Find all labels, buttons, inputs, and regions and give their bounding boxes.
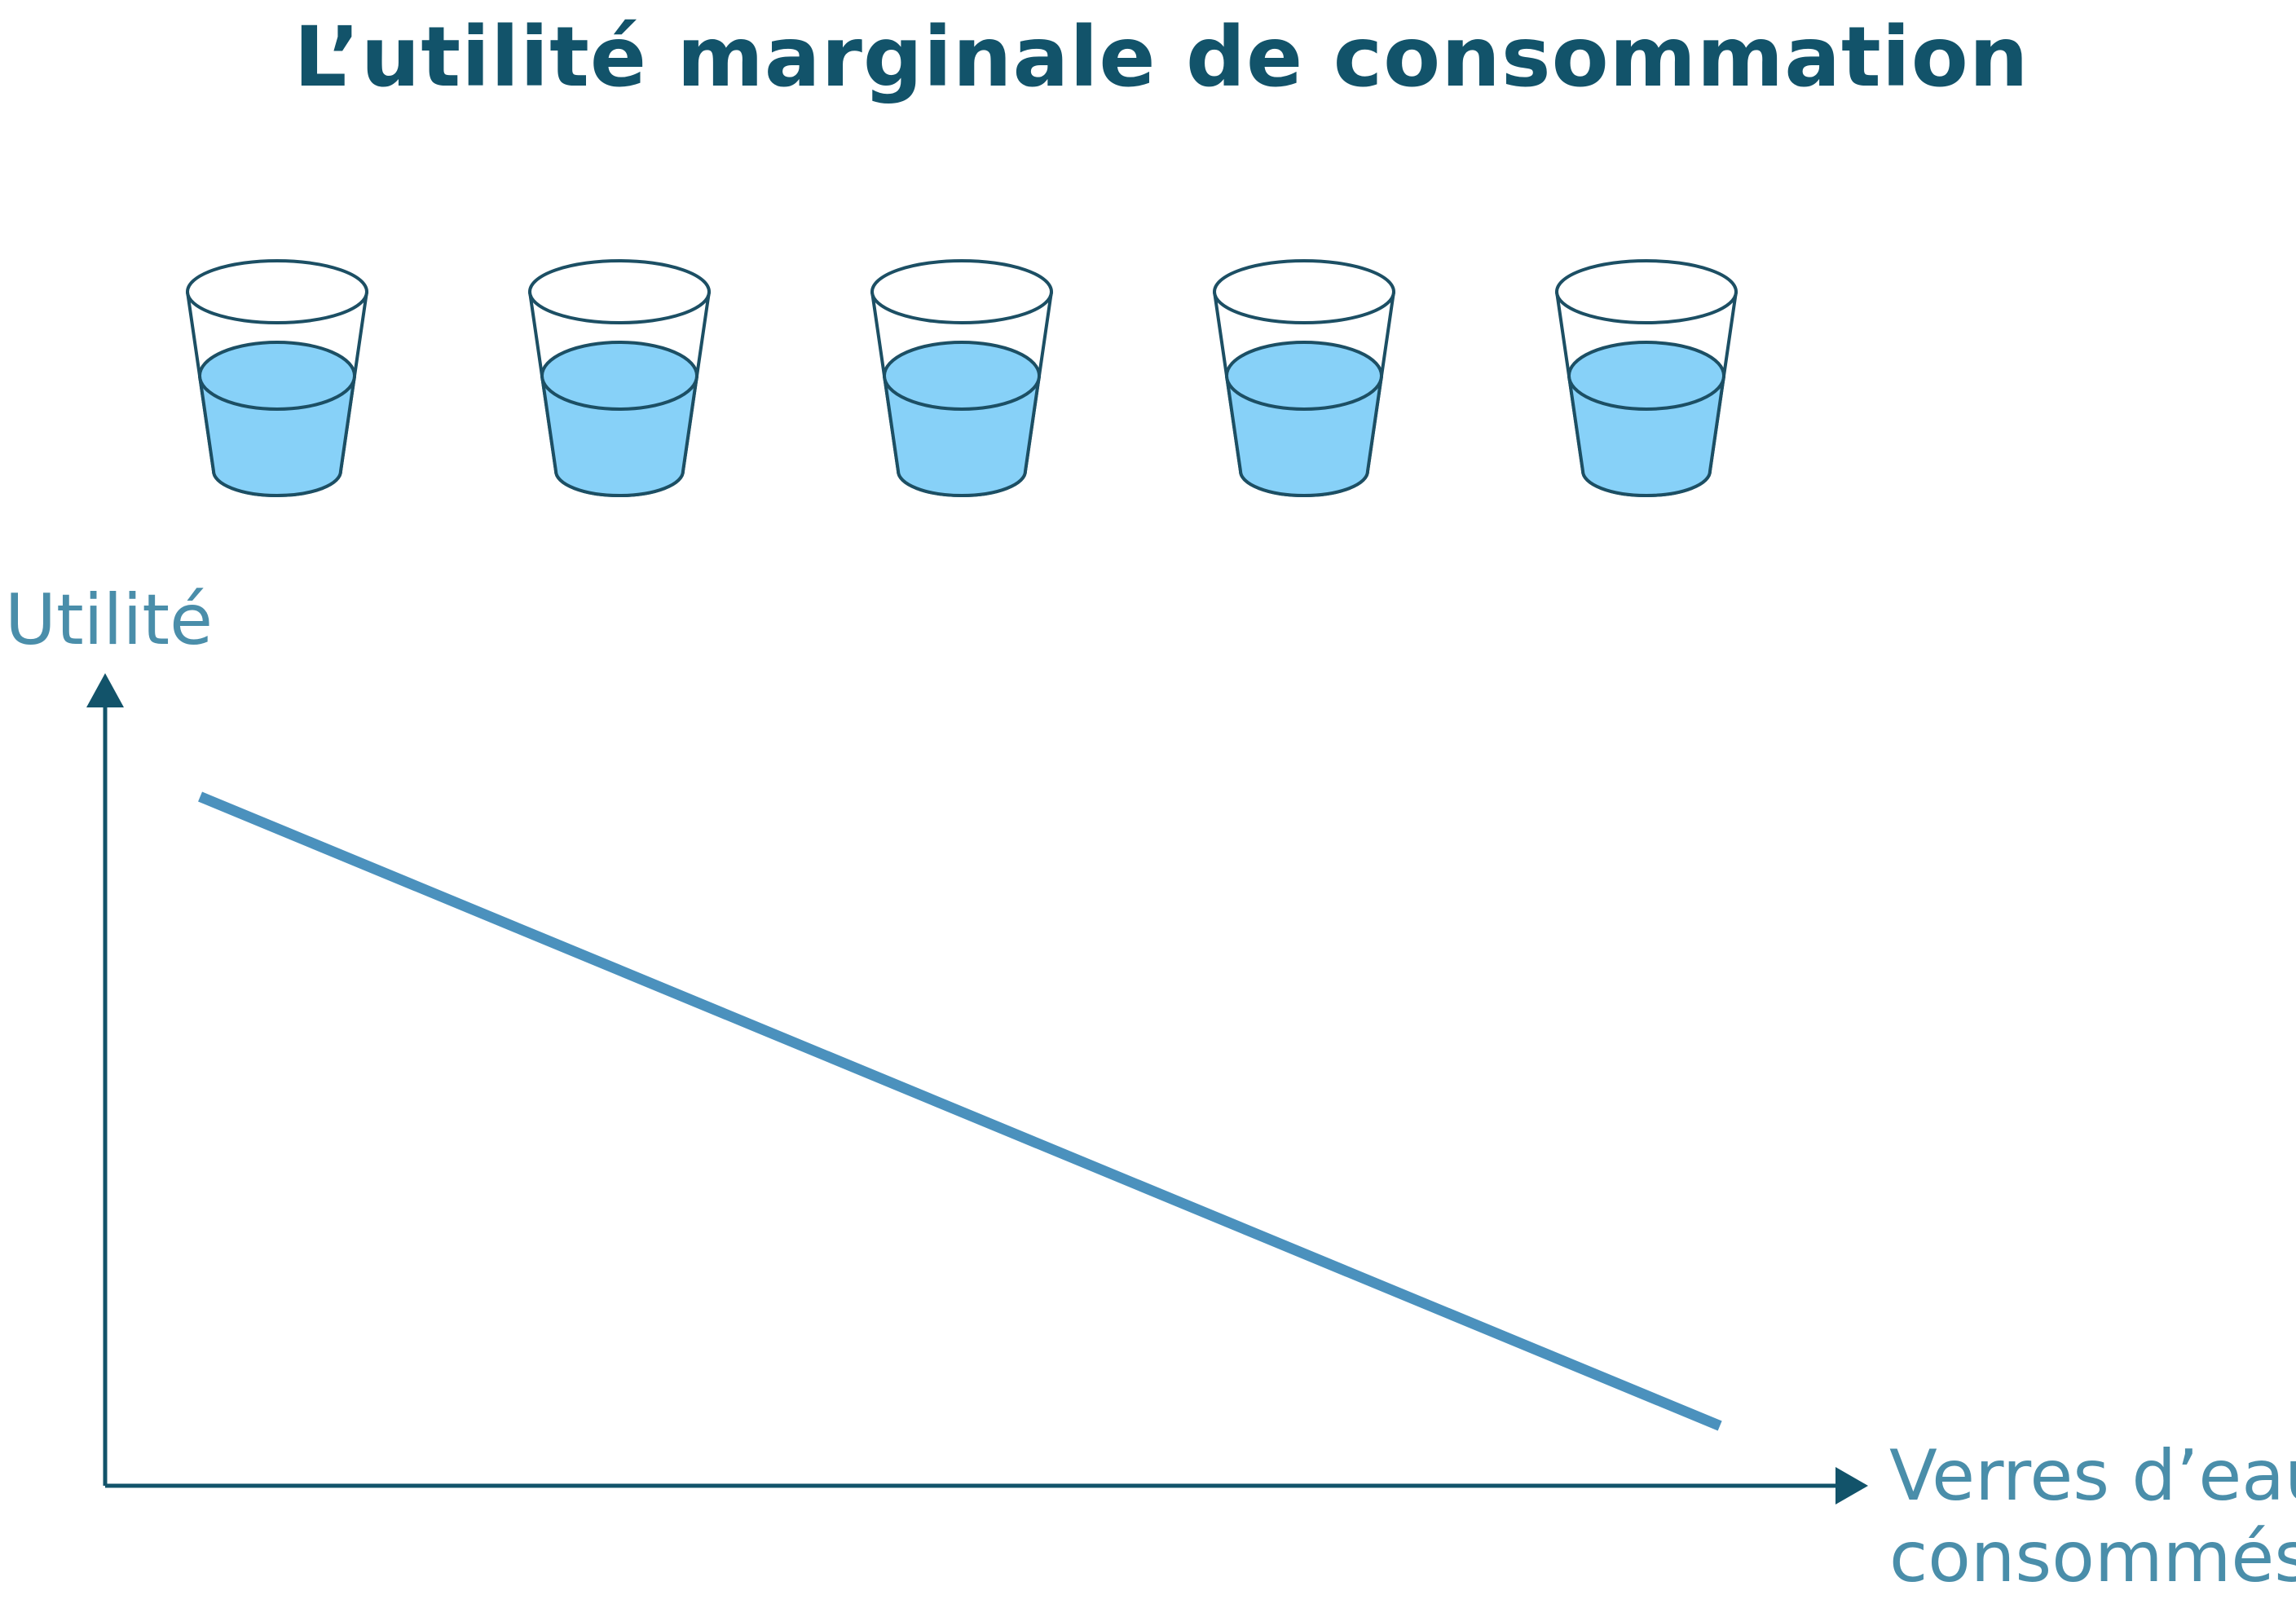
y-axis-arrow	[86, 673, 124, 707]
glass-icon	[870, 259, 1053, 497]
series-group	[198, 791, 1722, 1431]
x-axis-label-line-2: consommés	[1889, 1517, 2296, 1598]
chart-title: L’utilité marginale de consommation	[294, 9, 2029, 106]
y-axis-label: Utilité	[5, 579, 213, 661]
glasses-row	[186, 259, 1738, 497]
glass-icon	[528, 259, 711, 497]
glass-icon	[186, 259, 368, 497]
x-axis-label-line-1: Verres d’eau	[1889, 1435, 2296, 1517]
series-line-1	[198, 791, 1722, 1431]
x-axis-arrow	[1835, 1467, 1868, 1504]
glass-icon	[1555, 259, 1738, 497]
glass-icon	[1213, 259, 1395, 497]
x-axis-label: Verres d’eau consommés	[1889, 1435, 2296, 1598]
